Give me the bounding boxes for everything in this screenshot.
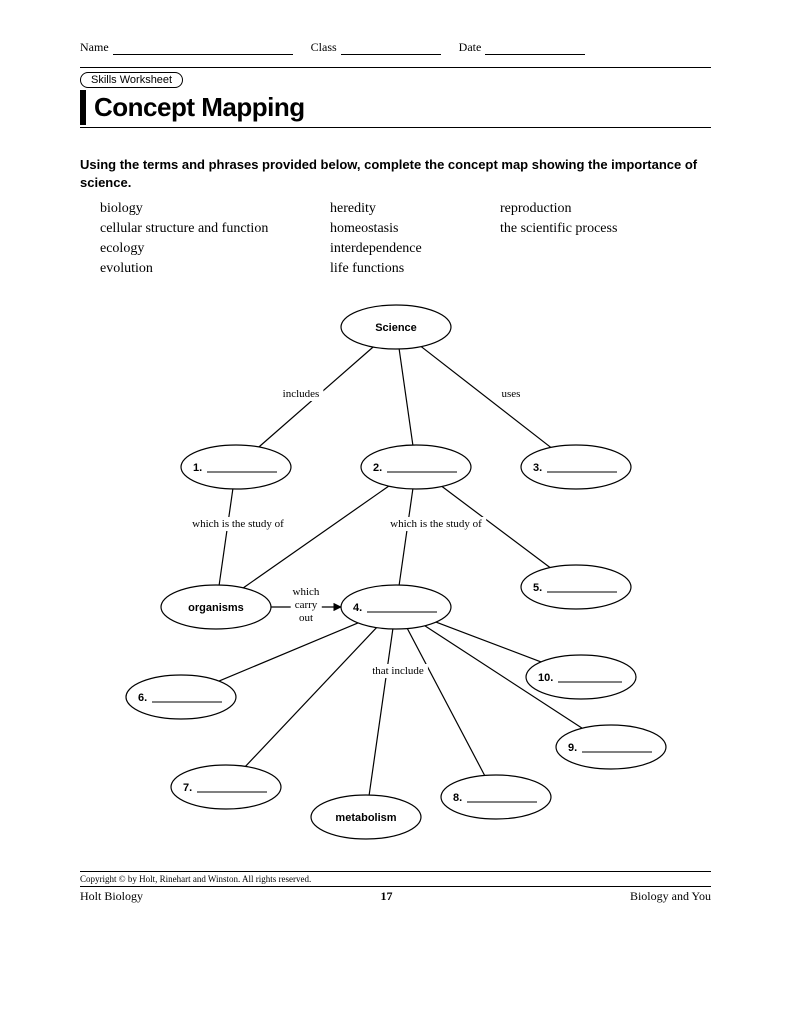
rule-top xyxy=(80,67,711,68)
concept-map: includes uses which is the study of which i… xyxy=(80,297,711,857)
edge-label: that include xyxy=(372,665,424,677)
edge-label: uses xyxy=(501,388,520,400)
name-label: Name xyxy=(80,40,109,55)
node-n4[interactable]: 4. xyxy=(341,585,451,629)
node-blank-number: 6. xyxy=(138,692,147,704)
node-n8[interactable]: 8. xyxy=(441,775,551,819)
title-bar: Concept Mapping xyxy=(80,90,711,125)
rule-under xyxy=(80,127,711,128)
page-number: 17 xyxy=(380,889,392,904)
edge xyxy=(219,489,233,585)
wordbank-item: life functions xyxy=(330,261,490,277)
wordbank-item: the scientific process xyxy=(500,221,680,237)
edge xyxy=(243,486,388,588)
page-title: Concept Mapping xyxy=(94,92,711,123)
edge xyxy=(399,349,413,445)
node-n7[interactable]: 7. xyxy=(171,765,281,809)
footer-row: Holt Biology 17 Biology and You xyxy=(80,886,711,904)
node-n10[interactable]: 10. xyxy=(526,655,636,699)
instructions: Using the terms and phrases provided bel… xyxy=(80,156,711,191)
wordbank-item: interdependence xyxy=(330,241,490,257)
edge xyxy=(407,629,484,776)
node-blank-number: 9. xyxy=(568,742,577,754)
edge-label: which is the study of xyxy=(390,518,482,530)
wordbank: biology heredity reproduction cellular s… xyxy=(100,201,711,277)
node-science: Science xyxy=(341,305,451,349)
node-blank-number: 2. xyxy=(373,462,382,474)
name-blank[interactable] xyxy=(113,40,293,55)
node-organisms: organisms xyxy=(161,585,271,629)
edge xyxy=(435,622,540,662)
node-label: organisms xyxy=(188,602,244,614)
node-blank-number: 1. xyxy=(193,462,202,474)
wordbank-item: heredity xyxy=(330,201,490,217)
node-label: metabolism xyxy=(335,812,396,824)
node-blank-number: 3. xyxy=(533,462,542,474)
header-fields: Name Class Date xyxy=(80,40,711,55)
node-n2[interactable]: 2. xyxy=(361,445,471,489)
footer-left: Holt Biology xyxy=(80,889,143,904)
footer-rule xyxy=(80,871,711,872)
wordbank-item: homeostasis xyxy=(330,221,490,237)
edge-label: includes xyxy=(282,388,319,400)
node-blank-number: 8. xyxy=(453,792,462,804)
copyright: Copyright © by Holt, Rinehart and Winsto… xyxy=(80,874,711,884)
edge xyxy=(421,347,551,448)
node-blank-number: 7. xyxy=(183,782,192,794)
edge xyxy=(218,623,357,681)
wordbank-item: ecology xyxy=(100,241,320,257)
worksheet-pill: Skills Worksheet xyxy=(80,72,183,88)
node-n1[interactable]: 1. xyxy=(181,445,291,489)
date-blank[interactable] xyxy=(485,40,585,55)
node-label: Science xyxy=(375,322,417,334)
date-label: Date xyxy=(459,40,482,55)
edge xyxy=(245,628,376,767)
node-n6[interactable]: 6. xyxy=(126,675,236,719)
node-n5[interactable]: 5. xyxy=(521,565,631,609)
edge-label: which xyxy=(292,586,319,598)
edge-label: out xyxy=(298,612,312,624)
class-blank[interactable] xyxy=(341,40,441,55)
concept-map-svg: includes uses which is the study of which i… xyxy=(116,297,676,857)
node-blank-number: 4. xyxy=(353,602,362,614)
wordbank-item: cellular structure and function xyxy=(100,221,320,237)
node-blank-number: 5. xyxy=(533,582,542,594)
edge xyxy=(399,489,413,585)
class-label: Class xyxy=(311,40,337,55)
node-n3[interactable]: 3. xyxy=(521,445,631,489)
node-n9[interactable]: 9. xyxy=(556,725,666,769)
wordbank-item: evolution xyxy=(100,261,320,277)
wordbank-item: reproduction xyxy=(500,201,680,217)
edge-label: which is the study of xyxy=(192,518,284,530)
footer-right: Biology and You xyxy=(630,889,711,904)
edge xyxy=(369,629,393,795)
node-metabolism: metabolism xyxy=(311,795,421,839)
wordbank-item: biology xyxy=(100,201,320,217)
node-blank-number: 10. xyxy=(538,672,553,684)
edge-label: carry xyxy=(294,599,317,611)
